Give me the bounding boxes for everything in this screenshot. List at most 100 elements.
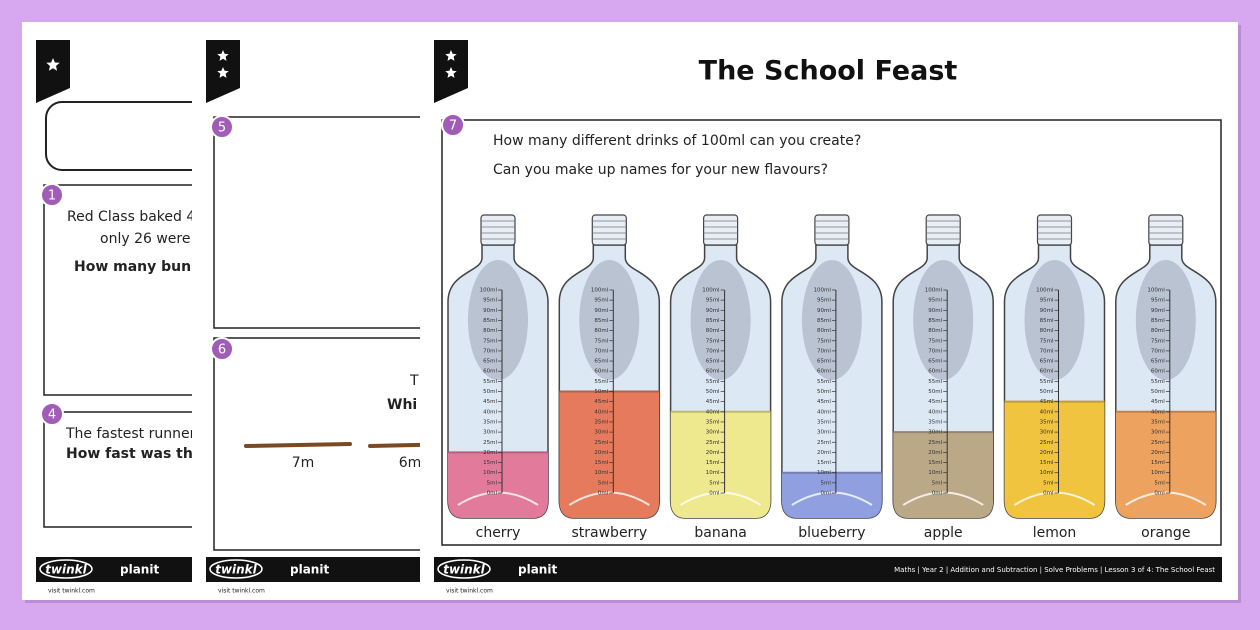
scale-label: 0ml — [1043, 491, 1054, 497]
bottle-shadow — [801, 260, 862, 380]
scale-label: 5ml — [709, 480, 720, 486]
scale-label: 5ml — [487, 480, 498, 486]
logo-product: planit — [290, 563, 329, 577]
scale-label: 30ml — [1151, 430, 1165, 436]
flavour-label: strawberry — [571, 525, 647, 541]
scale-label: 80ml — [817, 328, 831, 334]
scale-label: 25ml — [1040, 440, 1054, 446]
question-prompt: How many buns — [74, 259, 199, 275]
scale-label: 65ml — [483, 359, 497, 365]
scale-label: 20ml — [594, 450, 608, 456]
scale-label: 50ml — [817, 389, 831, 395]
scale-label: 70ml — [594, 348, 608, 354]
scale-label: 40ml — [928, 409, 942, 415]
drink-fill — [448, 452, 548, 518]
scale-label: 70ml — [928, 348, 942, 354]
footer-url: visit twinkl.com — [218, 588, 265, 595]
scale-label: 60ml — [928, 369, 942, 375]
bottle-shadow — [913, 260, 974, 380]
scale-label: 35ml — [706, 419, 720, 425]
drink-fill — [670, 411, 771, 518]
scale-label: 30ml — [817, 430, 831, 436]
bottle-base-curve — [568, 491, 650, 506]
scale-label: 95ml — [1151, 298, 1165, 304]
stick-length: 6m — [399, 455, 422, 471]
scale-label: 65ml — [928, 359, 942, 365]
bottle-cap — [480, 214, 516, 246]
drink-fill — [893, 432, 994, 518]
scale-label: 85ml — [594, 318, 608, 324]
scale-label: 75ml — [1151, 338, 1165, 344]
drink-fill — [781, 472, 882, 518]
scale-label: 90ml — [706, 308, 720, 314]
stick — [244, 442, 352, 448]
scale-label: 90ml — [817, 308, 831, 314]
scale-label: 45ml — [817, 399, 831, 405]
bottle-cap — [1036, 214, 1073, 246]
scale-label: 50ml — [483, 389, 497, 395]
scale-label: 35ml — [594, 419, 608, 425]
scale-label: 75ml — [483, 338, 497, 344]
logo-swoosh — [209, 559, 263, 579]
scale-label: 45ml — [928, 399, 942, 405]
scale-label: 10ml — [706, 470, 720, 476]
scale-label: 40ml — [1040, 409, 1054, 415]
footer-url: visit twinkl.com — [48, 588, 95, 595]
scale-label: 0ml — [487, 491, 498, 497]
scale-label: 60ml — [483, 369, 497, 375]
scale-label: 75ml — [928, 338, 942, 344]
scale-label: 65ml — [1151, 359, 1165, 365]
scale-label: 50ml — [706, 389, 720, 395]
star-icon — [217, 50, 229, 61]
scale-label: 95ml — [594, 298, 608, 304]
flavour-label: banana — [694, 525, 746, 541]
bottle-base-curve — [1013, 491, 1096, 506]
scale-label: 100ml — [1036, 288, 1054, 294]
scale-label: 15ml — [928, 460, 942, 466]
scale-label: 65ml — [817, 359, 831, 365]
scale-label: 100ml — [814, 288, 832, 294]
question-number-badge — [441, 113, 465, 137]
scale-label: 30ml — [594, 430, 608, 436]
scale-label: 65ml — [1040, 359, 1054, 365]
scale-label: 70ml — [817, 348, 831, 354]
question-number-badge — [40, 183, 64, 207]
scale-label: 60ml — [1151, 369, 1165, 375]
scale-label: 50ml — [594, 389, 608, 395]
scale-label: 50ml — [1040, 389, 1054, 395]
scale-label: 80ml — [594, 328, 608, 334]
scale-label: 20ml — [706, 450, 720, 456]
scale-label: 65ml — [594, 359, 608, 365]
scale-label: 90ml — [928, 308, 942, 314]
scale-label: 45ml — [594, 399, 608, 405]
scale-label: 60ml — [706, 369, 720, 375]
flavour-label: lemon — [1033, 525, 1077, 541]
scale-label: 95ml — [817, 298, 831, 304]
scale-label: 0ml — [709, 491, 720, 497]
scale-label: 40ml — [706, 409, 720, 415]
bottle-base-curve — [457, 491, 539, 506]
scale-label: 10ml — [928, 470, 942, 476]
logo-brand: twinkl — [45, 563, 87, 577]
scale-label: 10ml — [1151, 470, 1165, 476]
scale-label: 80ml — [1040, 328, 1054, 334]
logo-swoosh — [39, 559, 93, 579]
scale-label: 70ml — [1040, 348, 1054, 354]
question-number: 1 — [48, 189, 56, 204]
scale-label: 25ml — [1151, 440, 1165, 446]
scale-label: 60ml — [817, 369, 831, 375]
question-text: Red Class baked 4 — [67, 209, 195, 225]
star-icon — [445, 50, 457, 61]
scale-label: 55ml — [483, 379, 497, 385]
question-prompt: How fast was the — [66, 446, 202, 462]
scale-label: 70ml — [483, 348, 497, 354]
scale-label: 70ml — [706, 348, 720, 354]
scale-label: 85ml — [1151, 318, 1165, 324]
scale-label: 100ml — [480, 288, 498, 294]
question-number-badge — [210, 115, 234, 139]
logo-brand: twinkl — [215, 563, 257, 577]
footer-info: Maths | Year 2 | Addition and Subtractio… — [894, 566, 1215, 574]
scale-label: 20ml — [1040, 450, 1054, 456]
scale-label: 55ml — [1040, 379, 1054, 385]
logo-brand: twinkl — [443, 563, 485, 577]
